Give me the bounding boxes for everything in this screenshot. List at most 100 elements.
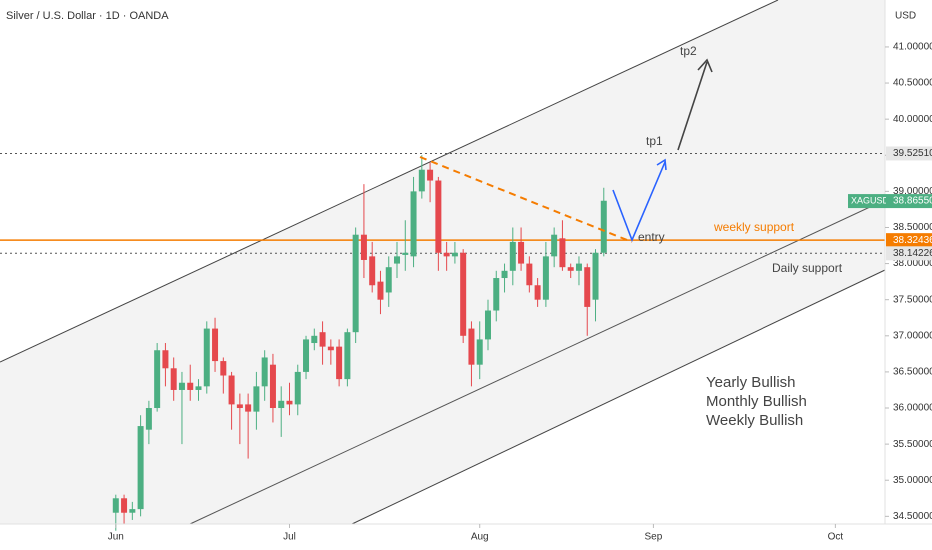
candle-body <box>360 234 367 260</box>
candle-body <box>112 498 119 513</box>
candle-body <box>352 234 359 333</box>
candle-body <box>336 346 343 380</box>
candle-body <box>311 335 318 344</box>
candle-body <box>220 361 227 376</box>
price-level-tag <box>886 146 932 161</box>
last-price-label: 38.86550 <box>893 196 932 207</box>
candle-body <box>261 357 268 387</box>
y-tick-label: 40.00000 <box>893 114 932 125</box>
candle-body <box>236 404 243 409</box>
candle-body <box>559 238 566 268</box>
candle-body <box>294 371 301 405</box>
candle-body <box>551 234 558 257</box>
last-price-tag <box>886 194 932 209</box>
y-tick-label: 36.50000 <box>893 367 932 378</box>
bias-text: Yearly Bullish <box>706 374 796 391</box>
candle-body <box>303 339 310 372</box>
candle-body <box>451 252 458 257</box>
candle-body <box>195 386 202 390</box>
candle-body <box>121 498 128 513</box>
candle-body <box>592 252 599 300</box>
chart-title: Silver / U.S. Dollar · 1D · OANDA <box>6 10 169 22</box>
x-tick-label: Oct <box>828 532 844 543</box>
candle-body <box>584 267 591 307</box>
channel-fill <box>0 0 885 524</box>
candle-body <box>377 281 384 300</box>
bias-text: Weekly Bullish <box>706 412 803 429</box>
candle-body <box>154 350 161 409</box>
price-level-label: 39.52510 <box>893 148 932 159</box>
candle-body <box>476 339 483 365</box>
candle-body <box>286 400 293 405</box>
candle-body <box>501 270 508 279</box>
y-tick-label: 37.50000 <box>893 294 932 305</box>
candle-body <box>427 169 434 181</box>
candle-body <box>443 252 450 257</box>
symbol-label: XAGUSD <box>851 195 890 205</box>
daily-support-label: Daily support <box>772 261 843 275</box>
x-tick-label: Aug <box>471 532 489 543</box>
candle-body <box>203 328 210 387</box>
candle-body <box>212 328 219 362</box>
candle-body <box>468 328 475 365</box>
candle-body <box>575 263 582 271</box>
tp2-label: tp2 <box>680 44 697 58</box>
candle-body <box>542 256 549 300</box>
y-tick-label: 35.50000 <box>893 439 932 450</box>
candle-body <box>269 364 276 409</box>
x-tick-label: Jun <box>108 532 124 543</box>
candle-body <box>129 509 136 513</box>
x-tick-label: Sep <box>645 532 663 543</box>
candle-body <box>534 285 541 300</box>
price-level-label: 38.32436 <box>893 235 932 246</box>
candle-body <box>344 332 351 380</box>
candle-body <box>187 382 194 390</box>
y-tick-label: 39.00000 <box>893 186 932 197</box>
tp1-label: tp1 <box>646 134 663 148</box>
candle-body <box>600 200 607 253</box>
y-tick-label: 35.00000 <box>893 475 932 486</box>
candle-body <box>327 346 334 351</box>
price-level-tag <box>886 246 932 261</box>
price-level-tag <box>886 233 932 248</box>
candle-body <box>385 267 392 293</box>
symbol-tag <box>848 194 886 209</box>
levels <box>0 152 885 254</box>
weekly-support-label: weekly support <box>713 220 795 234</box>
candle-body <box>526 263 533 286</box>
candle-body <box>493 278 500 311</box>
candle-body <box>369 256 376 286</box>
target-arrow <box>677 61 708 151</box>
candle-body <box>162 350 169 369</box>
y-tick-label: 38.00000 <box>893 258 932 269</box>
candle-body <box>518 241 525 264</box>
arrow-head <box>697 58 713 73</box>
candle-body <box>137 426 144 510</box>
channel-mid <box>189 199 886 525</box>
candle-body <box>509 241 516 271</box>
candle-body <box>319 332 326 347</box>
candle-body <box>278 400 285 409</box>
candles <box>112 155 607 531</box>
candle-body <box>145 408 152 430</box>
candle-body <box>435 180 442 253</box>
currency: USD <box>895 11 916 22</box>
y-tick-label: 38.50000 <box>893 222 932 233</box>
candle-body <box>170 368 177 390</box>
y-tick-label: 40.50000 <box>893 78 932 89</box>
price-axis-bg <box>885 0 932 550</box>
candle-body <box>567 267 574 271</box>
candle-body <box>410 191 417 257</box>
x-tick-label: Jul <box>283 532 296 543</box>
candle-body <box>484 310 491 340</box>
channel-bottom <box>351 269 886 525</box>
candle-body <box>228 375 235 405</box>
price-level-label: 38.14226 <box>893 248 932 259</box>
y-tick-label: 34.50000 <box>893 511 932 522</box>
candle-body <box>394 256 401 264</box>
candle-body <box>460 252 467 336</box>
candle-body <box>253 386 260 412</box>
entry-label: entry <box>638 230 665 244</box>
y-tick-label: 37.00000 <box>893 330 932 341</box>
